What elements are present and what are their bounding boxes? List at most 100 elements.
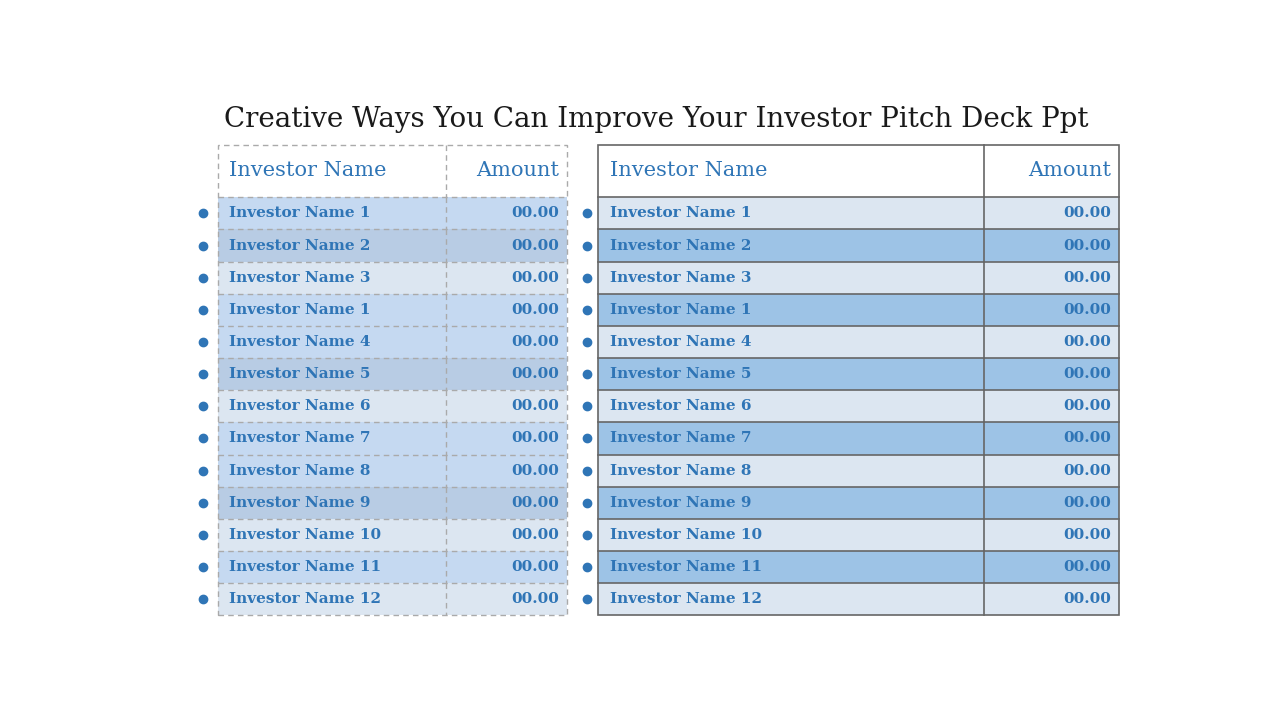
- Bar: [218, 454, 447, 487]
- Text: Investor Name 7: Investor Name 7: [611, 431, 751, 446]
- Bar: [984, 454, 1119, 487]
- Bar: [599, 261, 984, 294]
- Text: Investor Name 11: Investor Name 11: [229, 560, 381, 574]
- Bar: [218, 390, 447, 423]
- Text: Investor Name 11: Investor Name 11: [611, 560, 763, 574]
- Text: Investor Name 8: Investor Name 8: [611, 464, 751, 477]
- Bar: [447, 423, 567, 454]
- Text: Investor Name 1: Investor Name 1: [611, 207, 751, 220]
- Text: Investor Name 3: Investor Name 3: [611, 271, 751, 284]
- Bar: [599, 145, 1119, 197]
- Bar: [447, 487, 567, 519]
- Text: 00.00: 00.00: [511, 431, 559, 446]
- Text: Investor Name 10: Investor Name 10: [611, 528, 763, 542]
- Text: 00.00: 00.00: [1064, 400, 1111, 413]
- Bar: [218, 519, 447, 551]
- Text: Investor Name 12: Investor Name 12: [611, 593, 763, 606]
- Bar: [984, 390, 1119, 423]
- Bar: [447, 230, 567, 261]
- Text: 00.00: 00.00: [1064, 464, 1111, 477]
- Bar: [984, 197, 1119, 230]
- Bar: [984, 423, 1119, 454]
- Bar: [984, 294, 1119, 326]
- Text: Investor Name 5: Investor Name 5: [611, 367, 751, 381]
- Bar: [447, 583, 567, 616]
- Bar: [599, 583, 984, 616]
- Text: 00.00: 00.00: [511, 593, 559, 606]
- Bar: [984, 230, 1119, 261]
- Bar: [218, 551, 447, 583]
- Text: Investor Name: Investor Name: [229, 161, 387, 181]
- Text: 00.00: 00.00: [511, 367, 559, 381]
- Text: 00.00: 00.00: [1064, 431, 1111, 446]
- Text: Amount: Amount: [476, 161, 559, 181]
- Text: Investor Name 6: Investor Name 6: [611, 400, 751, 413]
- Bar: [599, 519, 984, 551]
- Text: 00.00: 00.00: [511, 238, 559, 253]
- Bar: [599, 487, 984, 519]
- Bar: [218, 358, 447, 390]
- Text: 00.00: 00.00: [511, 528, 559, 542]
- Text: 00.00: 00.00: [511, 464, 559, 477]
- Bar: [984, 326, 1119, 358]
- Bar: [599, 358, 984, 390]
- Bar: [218, 487, 447, 519]
- Bar: [984, 261, 1119, 294]
- Text: 00.00: 00.00: [1064, 271, 1111, 284]
- Text: 00.00: 00.00: [511, 400, 559, 413]
- Bar: [447, 358, 567, 390]
- Text: Investor Name 6: Investor Name 6: [229, 400, 371, 413]
- Text: Investor Name 3: Investor Name 3: [229, 271, 371, 284]
- Bar: [218, 145, 567, 616]
- Text: Investor Name: Investor Name: [611, 161, 768, 181]
- Bar: [447, 261, 567, 294]
- Bar: [218, 145, 567, 197]
- Text: 00.00: 00.00: [1064, 367, 1111, 381]
- Bar: [599, 390, 984, 423]
- Text: 00.00: 00.00: [1064, 560, 1111, 574]
- Bar: [599, 145, 1119, 616]
- Text: Investor Name 5: Investor Name 5: [229, 367, 371, 381]
- Bar: [984, 583, 1119, 616]
- Bar: [599, 423, 984, 454]
- Text: 00.00: 00.00: [511, 560, 559, 574]
- Text: 00.00: 00.00: [511, 303, 559, 317]
- Bar: [447, 551, 567, 583]
- Text: 00.00: 00.00: [1064, 238, 1111, 253]
- Bar: [218, 423, 447, 454]
- Text: 00.00: 00.00: [511, 496, 559, 510]
- Text: Investor Name 2: Investor Name 2: [611, 238, 751, 253]
- Text: Investor Name 8: Investor Name 8: [229, 464, 371, 477]
- Bar: [984, 487, 1119, 519]
- Bar: [218, 261, 447, 294]
- Bar: [599, 230, 984, 261]
- Text: 00.00: 00.00: [511, 207, 559, 220]
- Text: Investor Name 1: Investor Name 1: [229, 207, 371, 220]
- Text: Investor Name 9: Investor Name 9: [229, 496, 371, 510]
- Bar: [218, 145, 567, 616]
- Text: 00.00: 00.00: [1064, 593, 1111, 606]
- Bar: [599, 294, 984, 326]
- Text: Investor Name 2: Investor Name 2: [229, 238, 371, 253]
- Bar: [447, 294, 567, 326]
- Bar: [447, 519, 567, 551]
- Bar: [218, 294, 447, 326]
- Bar: [447, 454, 567, 487]
- Text: Amount: Amount: [1028, 161, 1111, 181]
- Bar: [984, 358, 1119, 390]
- Text: Investor Name 4: Investor Name 4: [229, 335, 371, 349]
- Text: 00.00: 00.00: [1064, 303, 1111, 317]
- Bar: [218, 326, 447, 358]
- Bar: [218, 583, 447, 616]
- Text: Creative Ways You Can Improve Your Investor Pitch Deck Ppt: Creative Ways You Can Improve Your Inves…: [224, 106, 1088, 132]
- Text: Investor Name 9: Investor Name 9: [611, 496, 751, 510]
- Text: 00.00: 00.00: [1064, 496, 1111, 510]
- Bar: [984, 551, 1119, 583]
- Bar: [599, 197, 984, 230]
- Bar: [599, 551, 984, 583]
- Bar: [447, 197, 567, 230]
- Bar: [599, 454, 984, 487]
- Text: Investor Name 1: Investor Name 1: [611, 303, 751, 317]
- Text: Investor Name 12: Investor Name 12: [229, 593, 381, 606]
- Text: 00.00: 00.00: [1064, 207, 1111, 220]
